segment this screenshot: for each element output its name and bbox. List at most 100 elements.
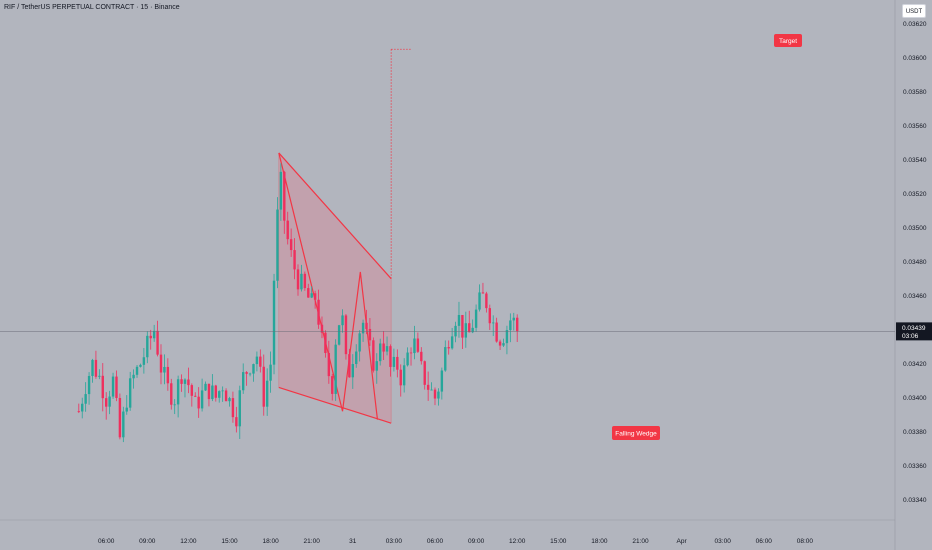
candle-body <box>355 351 358 365</box>
candle-body <box>296 269 300 290</box>
candle-body <box>279 171 283 210</box>
candle-body <box>450 336 454 349</box>
candle-countdown: 03:06 <box>902 333 919 340</box>
candle-body <box>406 352 409 366</box>
candle-body <box>382 343 385 352</box>
candle-body <box>214 385 217 398</box>
plot-area[interactable] <box>0 0 895 520</box>
time-axis[interactable]: 06:00 09:00 12:00 15:00 18:00 21:00 31 03:00 06:… <box>98 538 813 545</box>
price-tick-label: 0.03600 <box>903 55 927 62</box>
candle-body <box>409 352 413 354</box>
falling-wedge-pattern[interactable] <box>278 152 392 424</box>
time-tick-label: 12:00 <box>180 538 197 545</box>
candle-body <box>502 343 505 346</box>
candle-body <box>245 372 248 374</box>
candle-body <box>262 366 265 407</box>
candle-body <box>320 324 324 333</box>
candle-body <box>111 376 115 397</box>
price-tick-label: 0.03340 <box>903 497 927 504</box>
candle-body <box>132 374 135 379</box>
price-tick-label: 0.03400 <box>903 395 927 402</box>
candle-body <box>375 361 378 371</box>
time-tick-label: 21:00 <box>632 538 649 545</box>
candle-body <box>464 323 468 338</box>
candle-body <box>293 250 296 270</box>
candle-body <box>125 407 128 412</box>
candle-body <box>516 317 519 332</box>
candle-body <box>156 330 159 355</box>
candle-body <box>495 322 498 342</box>
candle-body <box>238 390 241 427</box>
candle-body <box>303 273 307 289</box>
candle-body <box>221 390 224 392</box>
candle-body <box>334 344 337 394</box>
candle-body <box>327 352 331 377</box>
candle-body <box>474 309 478 328</box>
annotations[interactable]: Target Falling Wedge <box>390 34 802 440</box>
candle-body <box>492 322 495 324</box>
candle-body <box>128 378 132 408</box>
candle-body <box>433 389 437 399</box>
candle-body <box>272 280 276 365</box>
candle-body <box>259 356 262 367</box>
candle-body <box>163 366 166 373</box>
candle-body <box>300 273 303 290</box>
candle-body <box>91 359 94 376</box>
time-tick-label: 18:00 <box>591 538 608 545</box>
candle-body <box>437 391 440 399</box>
wedge-lower-line[interactable] <box>278 386 392 424</box>
candle-body <box>430 389 433 391</box>
candle-body <box>348 354 351 378</box>
candle-body <box>152 330 156 339</box>
price-tick-label: 0.03380 <box>903 429 927 436</box>
price-tick-label: 0.03360 <box>903 463 927 470</box>
candle-body <box>269 364 272 381</box>
candle-body <box>488 308 491 324</box>
candle-body <box>122 411 125 438</box>
candle-body <box>105 398 108 407</box>
candle-body <box>379 343 382 362</box>
candle-body <box>372 340 375 371</box>
time-tick-label: 09:00 <box>468 538 485 545</box>
candle-body <box>149 335 152 339</box>
candle-body <box>413 338 416 354</box>
candle-body <box>194 395 197 397</box>
candle-body <box>485 293 488 309</box>
candle-body <box>478 292 481 310</box>
candle-body <box>481 292 485 294</box>
candle-body <box>118 397 122 438</box>
price-tick-label: 0.03420 <box>903 361 927 368</box>
candle-body <box>200 390 204 409</box>
candle-body <box>176 379 180 405</box>
candle-body <box>187 379 190 386</box>
pattern-label-bg[interactable] <box>612 426 660 440</box>
candle-body <box>461 314 464 338</box>
candle-body <box>457 314 461 326</box>
candle-body <box>190 385 194 396</box>
candle-body <box>87 375 91 395</box>
currency-button[interactable]: USDT <box>902 4 926 18</box>
candle-body <box>289 239 293 251</box>
target-label-bg[interactable] <box>774 34 802 47</box>
wedge-zigzag-line[interactable] <box>278 152 379 420</box>
price-tick-label: 0.03540 <box>903 157 927 164</box>
candle-body <box>146 335 149 358</box>
target-label[interactable]: Target <box>779 38 797 45</box>
candle-body <box>307 288 310 298</box>
candle-body <box>98 375 101 377</box>
candle-body <box>286 220 289 240</box>
candle-body <box>351 364 354 378</box>
candle-body <box>276 209 279 281</box>
wedge-upper-line[interactable] <box>278 152 392 280</box>
candle-body <box>211 385 214 400</box>
candle-body <box>402 365 406 386</box>
candles <box>77 163 519 443</box>
pattern-label[interactable]: Falling Wedge <box>615 431 657 438</box>
candle-body <box>365 322 368 329</box>
price-axis[interactable]: 0.03620 0.03600 0.03580 0.03560 0.03540 0.035… <box>896 21 932 504</box>
candle-body <box>77 411 80 413</box>
candle-body <box>197 396 200 409</box>
price-tick-label: 0.03520 <box>903 191 927 198</box>
time-tick-label: 08:00 <box>797 538 814 545</box>
